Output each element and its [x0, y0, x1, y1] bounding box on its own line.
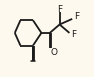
Text: O: O — [50, 48, 58, 57]
Text: F: F — [71, 30, 76, 39]
Text: F: F — [57, 5, 62, 14]
Text: F: F — [74, 12, 79, 21]
